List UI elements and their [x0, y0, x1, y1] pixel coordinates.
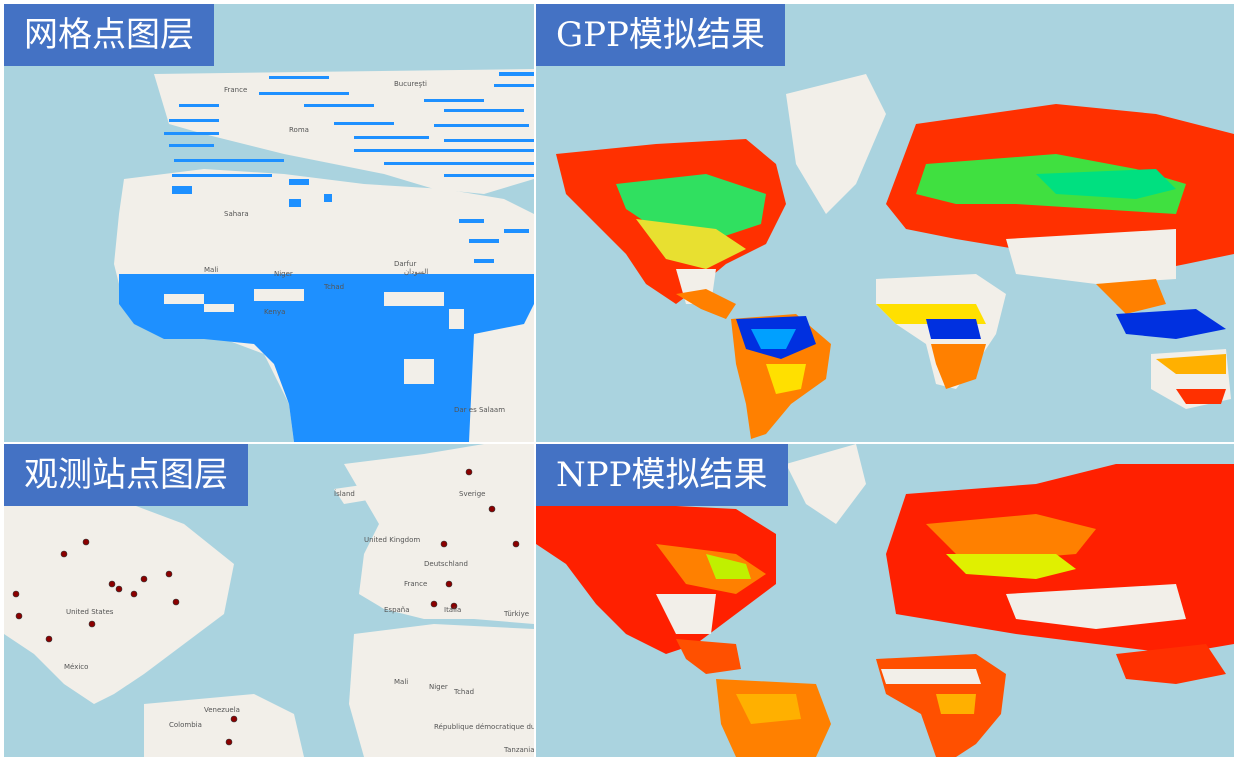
grid-points-africa: [119, 274, 534, 442]
panel-title-gpp-result: GPP模拟结果: [536, 4, 785, 66]
panel-title-npp-result: NPP模拟结果: [536, 444, 788, 506]
south-america-land: [144, 694, 304, 757]
stations-map-canvas: Ísland Sverige United Kingdom Deutschlan…: [4, 444, 534, 757]
grid-map-labels: France Bucureşti Roma Mali Niger Tchad D…: [204, 80, 505, 414]
svg-text:Tchad: Tchad: [453, 688, 474, 696]
grid-points-map[interactable]: France Bucureşti Roma Mali Niger Tchad D…: [4, 4, 534, 442]
svg-text:Niger: Niger: [274, 270, 293, 278]
svg-text:Mali: Mali: [394, 678, 408, 686]
svg-text:Niger: Niger: [429, 683, 448, 691]
stations-map[interactable]: Ísland Sverige United Kingdom Deutschlan…: [4, 444, 534, 757]
svg-text:Tchad: Tchad: [323, 283, 344, 291]
svg-text:Italia: Italia: [444, 606, 461, 614]
svg-text:السودان: السودان: [404, 268, 428, 276]
svg-text:Venezuela: Venezuela: [204, 706, 240, 714]
grid-gaps: [164, 289, 464, 384]
panel-title-stations-layer: 观测站点图层: [4, 444, 248, 506]
svg-text:Roma: Roma: [289, 126, 309, 134]
north-america-land: [4, 494, 234, 704]
svg-text:Darfur: Darfur: [394, 260, 416, 268]
npp-north-america: [536, 504, 776, 654]
svg-text:Tanzania: Tanzania: [503, 746, 534, 754]
gpp-simulation-map[interactable]: GPP模拟结果: [536, 4, 1234, 442]
svg-text:España: España: [384, 606, 410, 614]
svg-text:United States: United States: [66, 608, 114, 616]
npp-simulation-map[interactable]: NPP模拟结果: [536, 444, 1234, 757]
svg-text:Türkiye: Türkiye: [503, 610, 529, 618]
svg-text:France: France: [404, 580, 427, 588]
svg-text:Dar es Salaam: Dar es Salaam: [454, 406, 505, 414]
europe-land-stations: [344, 444, 534, 624]
svg-text:Sahara: Sahara: [224, 210, 249, 218]
svg-text:México: México: [64, 663, 88, 671]
svg-text:France: France: [224, 86, 247, 94]
panel-title-grid-layer: 网格点图层: [4, 4, 214, 66]
svg-text:Kenya: Kenya: [264, 308, 285, 316]
svg-text:Bucureşti: Bucureşti: [394, 80, 427, 88]
grid-points-map-canvas: France Bucureşti Roma Mali Niger Tchad D…: [4, 4, 534, 442]
grid-points-europe: [164, 72, 534, 263]
station-markers: [12, 468, 520, 746]
svg-text:Ísland: Ísland: [334, 489, 355, 498]
svg-text:United Kingdom: United Kingdom: [364, 536, 420, 544]
svg-text:Deutschland: Deutschland: [424, 560, 468, 568]
svg-text:Sverige: Sverige: [459, 490, 485, 498]
gpp-map-canvas: [536, 4, 1234, 442]
station-map-labels: Ísland Sverige United Kingdom Deutschlan…: [64, 489, 534, 754]
greenland-npp: [786, 444, 866, 524]
africa-land-stations: [349, 624, 534, 757]
svg-text:Mali: Mali: [204, 266, 218, 274]
greenland: [786, 74, 886, 214]
svg-text:République démocratique du Con: République démocratique du Congo: [434, 723, 534, 731]
svg-text:Colombia: Colombia: [169, 721, 202, 729]
